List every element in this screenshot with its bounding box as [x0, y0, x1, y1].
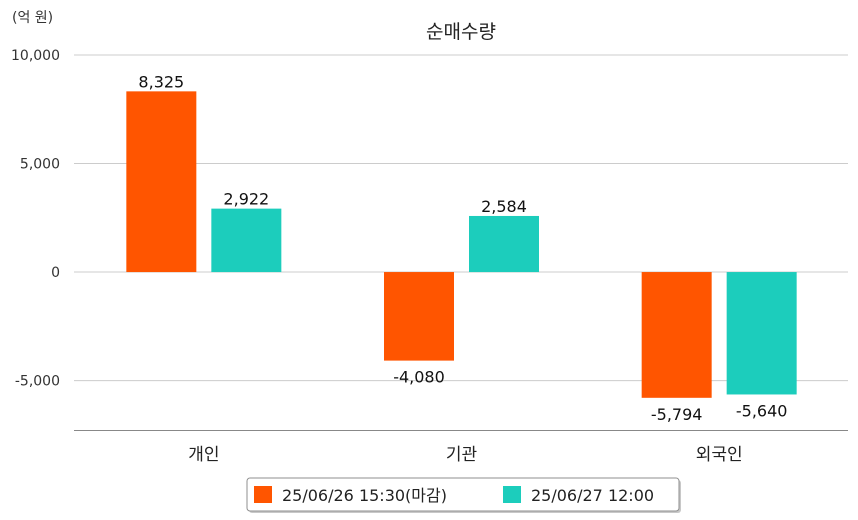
bar: [126, 91, 197, 273]
x-axis: 개인 기관 외국인: [74, 430, 848, 465]
category-label: 개인: [188, 445, 219, 465]
y-axis: -5,000 0 5,000 10,000: [11, 48, 60, 390]
data-label: -4,080: [393, 368, 445, 387]
data-label: 2,584: [481, 197, 527, 216]
chart-title: 순매수량: [426, 21, 496, 43]
grid-lines: [74, 54, 848, 382]
unit-label: (억 원): [12, 10, 53, 26]
legend-item-label[interactable]: 25/06/27 12:00: [531, 486, 654, 505]
legend-swatch: [503, 486, 521, 503]
category-label: 외국인: [696, 445, 743, 465]
y-tick-label: 0: [51, 265, 60, 281]
legend[interactable]: 25/06/26 15:30(마감) 25/06/27 12:00: [246, 477, 681, 513]
y-tick-label: 5,000: [20, 157, 60, 173]
y-tick-label: 10,000: [11, 48, 60, 64]
legend-swatch: [254, 486, 272, 503]
legend-item-label[interactable]: 25/06/26 15:30(마감): [282, 486, 447, 505]
data-label: 2,922: [223, 190, 269, 209]
data-labels: 8,325 2,922 -4,080 2,584 -5,794 -5,640: [138, 72, 787, 423]
bar: [211, 208, 282, 273]
y-tick-label: -5,000: [15, 374, 60, 390]
bar: [726, 272, 797, 395]
bar: [384, 272, 454, 361]
data-label: -5,640: [736, 401, 788, 420]
bars: [126, 91, 797, 398]
data-label: -5,794: [651, 405, 703, 424]
bar: [641, 272, 712, 398]
bar: [469, 215, 539, 273]
category-label: 기관: [446, 445, 477, 465]
legend-box: [246, 477, 680, 512]
data-label: 8,325: [138, 72, 184, 91]
